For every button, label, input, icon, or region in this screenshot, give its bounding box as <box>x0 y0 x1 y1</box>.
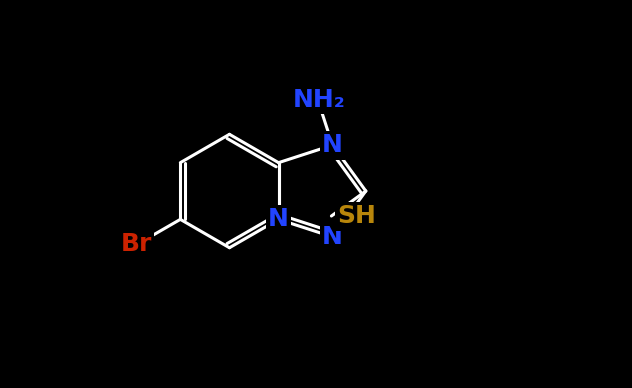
Text: N: N <box>322 225 343 249</box>
Text: Br: Br <box>120 232 152 256</box>
Text: N: N <box>268 207 289 231</box>
Text: SH: SH <box>337 204 376 228</box>
Text: N: N <box>322 133 343 157</box>
Text: NH₂: NH₂ <box>293 88 346 112</box>
